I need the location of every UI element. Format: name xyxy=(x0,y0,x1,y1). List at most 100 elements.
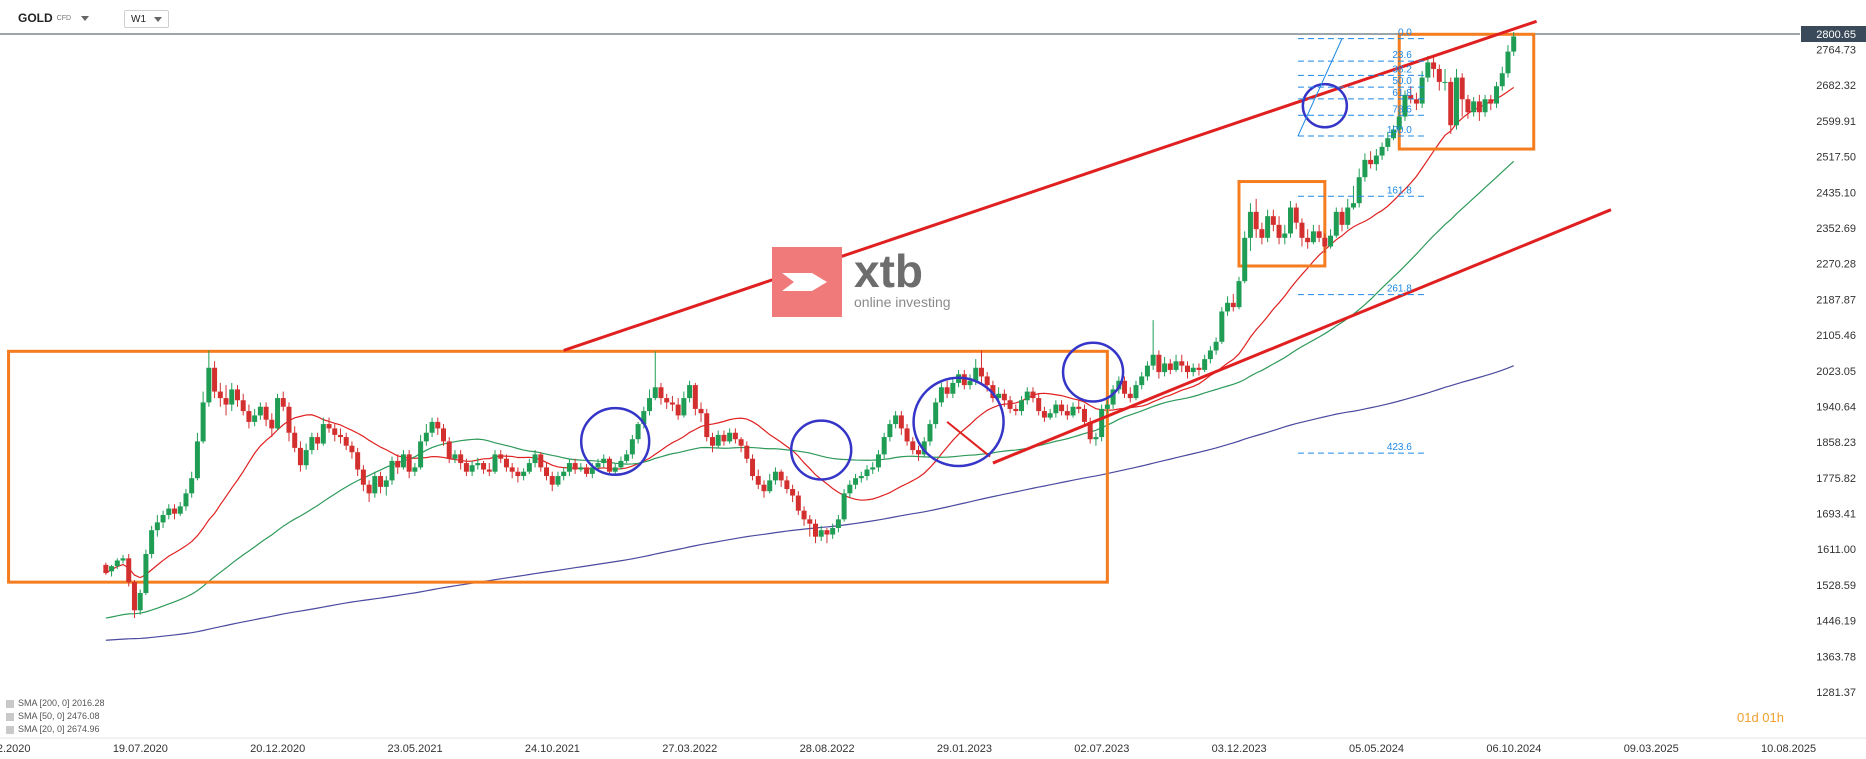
candle xyxy=(727,432,733,442)
candle xyxy=(870,467,876,470)
candle xyxy=(1070,406,1076,416)
chevron-down-icon xyxy=(154,16,162,22)
candle xyxy=(229,389,235,405)
candles xyxy=(103,32,1517,619)
x-tick-label: 06.10.2024 xyxy=(1486,743,1541,755)
candle xyxy=(1373,155,1379,165)
candle xyxy=(1436,68,1442,82)
candle xyxy=(944,387,950,394)
candle xyxy=(589,467,595,474)
candle xyxy=(1299,222,1305,238)
highlight-circle-4 xyxy=(1061,341,1125,403)
candle xyxy=(790,489,796,496)
legend-sma200-label: SMA [200, 0] 2016.28 xyxy=(18,698,105,708)
x-tick-label: 28.08.2022 xyxy=(800,743,855,755)
candle xyxy=(1511,36,1517,52)
candle xyxy=(463,463,469,472)
candle xyxy=(1156,354,1162,373)
fibonacci-levels: 0.0 23.6 38.250.061.8 78.6 100.0 161.8 261.8 42… xyxy=(1297,28,1428,454)
candle xyxy=(160,515,166,523)
candle xyxy=(784,480,790,490)
candle xyxy=(709,437,715,446)
fib-level-label: 423.6 xyxy=(1387,442,1412,453)
x-tick-label: 16.02.2020 xyxy=(0,743,31,755)
candle xyxy=(503,458,509,468)
candle xyxy=(366,484,372,494)
legend-sma50[interactable]: SMA [50, 0] 2476.08 xyxy=(6,710,105,723)
symbol-selector[interactable]: GOLD CFD xyxy=(18,8,90,28)
candle xyxy=(629,439,635,455)
candle xyxy=(601,458,607,464)
x-tick-label: 05.05.2024 xyxy=(1349,743,1404,755)
candle xyxy=(555,476,561,485)
candle xyxy=(309,437,315,451)
candle xyxy=(389,460,395,481)
candle xyxy=(647,398,653,412)
trendline-anchor xyxy=(946,421,991,458)
candle xyxy=(1167,363,1173,370)
candle xyxy=(1431,62,1437,69)
candle xyxy=(452,454,458,459)
chevron-down-icon xyxy=(81,15,90,21)
candle xyxy=(412,467,418,472)
legend-sma20[interactable]: SMA [20, 0] 2674.96 xyxy=(6,723,105,736)
candle xyxy=(933,402,939,425)
candle xyxy=(687,385,693,399)
candle xyxy=(1465,99,1471,113)
candle xyxy=(938,387,944,403)
candle xyxy=(578,467,584,470)
candle xyxy=(532,454,538,464)
candle xyxy=(1310,231,1316,243)
candle xyxy=(275,398,281,429)
range-boxes xyxy=(7,32,1536,584)
y-tick-label: 2764.73 xyxy=(1816,45,1856,57)
current-price-tag xyxy=(1801,26,1866,42)
x-tick-label: 27.03.2022 xyxy=(662,743,717,755)
candle xyxy=(681,398,687,416)
candle xyxy=(1362,159,1368,178)
candle xyxy=(572,463,578,470)
logo-name: xtb xyxy=(854,247,923,297)
candle xyxy=(303,450,309,466)
y-tick-label: 1363.78 xyxy=(1816,651,1856,663)
y-tick-label: 2105.46 xyxy=(1816,330,1856,342)
candle xyxy=(217,391,223,399)
candle xyxy=(881,437,887,455)
candle xyxy=(120,558,126,561)
candle xyxy=(669,402,675,405)
candle xyxy=(1036,398,1042,412)
candle xyxy=(1230,302,1236,308)
candle xyxy=(978,367,984,377)
candle xyxy=(154,522,160,531)
lower-support-trendline xyxy=(992,208,1612,465)
candle xyxy=(1328,235,1334,247)
candle xyxy=(1207,350,1213,360)
candle xyxy=(818,530,824,537)
candle xyxy=(1099,408,1105,438)
y-tick-label: 2517.50 xyxy=(1816,152,1856,164)
candle xyxy=(898,415,904,429)
candle xyxy=(458,454,464,464)
candle xyxy=(292,432,298,448)
timeframe-selector[interactable]: W1 xyxy=(124,10,169,28)
candle xyxy=(778,471,784,481)
candle xyxy=(973,367,979,381)
candle xyxy=(486,469,492,472)
candle xyxy=(1396,116,1402,130)
legend-sma200[interactable]: SMA [200, 0] 2016.28 xyxy=(6,697,105,710)
candle xyxy=(606,458,612,472)
x-tick-label: 29.01.2023 xyxy=(937,743,992,755)
candle xyxy=(1059,404,1065,412)
candle xyxy=(1024,391,1030,401)
y-tick-label: 2435.10 xyxy=(1816,187,1856,199)
candle xyxy=(429,421,435,433)
candle xyxy=(721,434,727,442)
candle xyxy=(1476,101,1482,113)
candle xyxy=(481,463,487,470)
sma20-line xyxy=(105,86,1515,579)
candle xyxy=(1402,94,1408,117)
y-tick-label: 1611.00 xyxy=(1817,544,1856,556)
candle xyxy=(1356,177,1362,204)
candle xyxy=(1144,365,1150,377)
